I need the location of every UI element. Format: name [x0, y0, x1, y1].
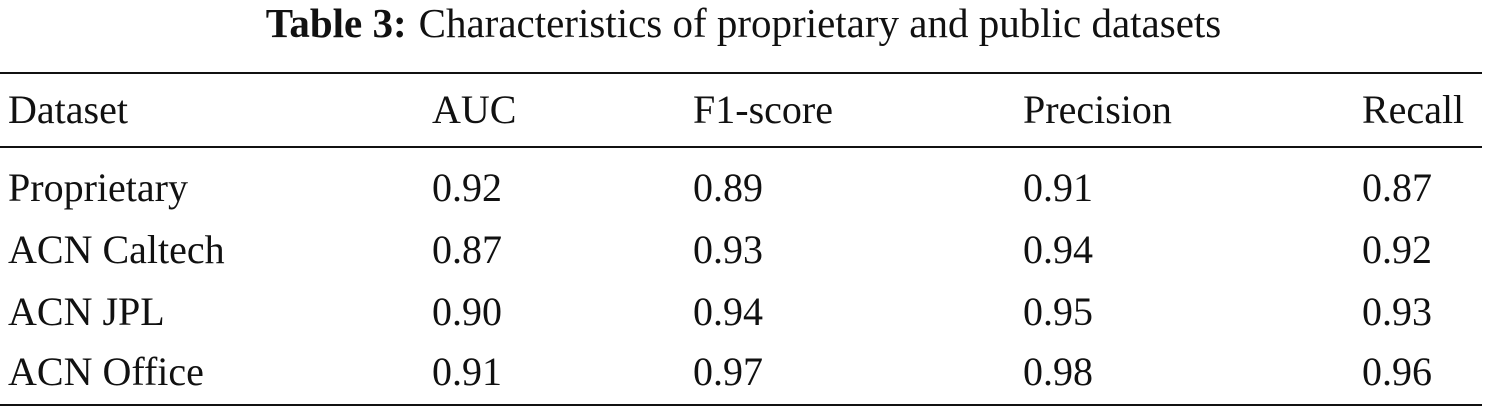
table-cell: 0.94	[1023, 227, 1093, 272]
row-label: Proprietary	[8, 165, 188, 210]
table-cell: 0.91	[1023, 165, 1093, 210]
table-cell: 0.97	[693, 349, 763, 394]
table-cell: 0.92	[1362, 227, 1432, 272]
top-rule	[0, 72, 1482, 74]
table-cell: 0.96	[1362, 349, 1432, 394]
table-cell: 0.92	[432, 165, 502, 210]
header-cell: F1-score	[693, 87, 833, 132]
table-cell: 0.87	[432, 227, 502, 272]
table-cell: 0.93	[693, 227, 763, 272]
caption-text: Characteristics of proprietary and publi…	[418, 0, 1222, 46]
row-label: ACN Caltech	[8, 227, 225, 272]
table-cell: 0.98	[1023, 349, 1093, 394]
table-cell: 0.95	[1023, 289, 1093, 334]
header-rule	[0, 146, 1482, 148]
bottom-rule	[0, 404, 1482, 406]
table-cell: 0.93	[1362, 289, 1432, 334]
table-cell: 0.87	[1362, 165, 1432, 210]
header-cell: Dataset	[8, 87, 128, 132]
row-label: ACN JPL	[8, 289, 165, 334]
table-caption: Table 3: Characteristics of proprietary a…	[0, 0, 1487, 46]
table-cell: 0.90	[432, 289, 502, 334]
header-cell: AUC	[432, 87, 517, 132]
header-cell: Precision	[1023, 87, 1172, 132]
caption-label: Table 3:	[265, 0, 407, 46]
table-cell: 0.89	[693, 165, 763, 210]
table-cell: 0.94	[693, 289, 763, 334]
header-cell: Recall	[1362, 87, 1465, 132]
row-label: ACN Office	[8, 349, 204, 394]
table-cell: 0.91	[432, 349, 502, 394]
